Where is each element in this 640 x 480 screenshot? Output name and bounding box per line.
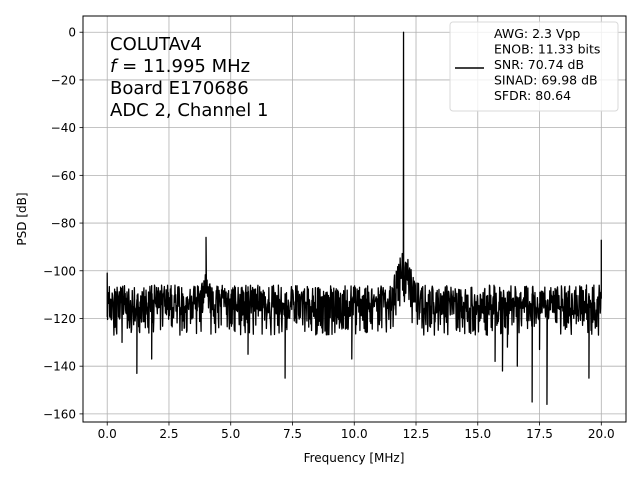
annotation-line: ADC 2, Channel 1 [110, 100, 268, 121]
legend-entry-line: SFDR: 80.64 [494, 88, 571, 103]
x-tick-label: 12.5 [403, 427, 430, 441]
y-tick-label: −120 [43, 312, 76, 326]
x-tick-label: 5.0 [221, 427, 240, 441]
y-tick-label: 0 [68, 26, 76, 40]
legend-entry-line: AWG: 2.3 Vpp [494, 26, 580, 41]
annotation-line: COLUTAv4 [110, 34, 202, 55]
x-tick-label: 2.5 [159, 427, 178, 441]
y-tick-label: −40 [51, 121, 76, 135]
y-tick-label: −100 [43, 264, 76, 278]
x-tick-label: 10.0 [341, 427, 368, 441]
y-tick-label: −140 [43, 360, 76, 374]
y-tick-label: −80 [51, 217, 76, 231]
x-tick-label: 0.0 [98, 427, 117, 441]
legend-entry-line: SNR: 70.74 dB [494, 57, 584, 72]
x-axis-label: Frequency [MHz] [304, 451, 405, 465]
x-tick-label: 20.0 [588, 427, 615, 441]
y-tick-label: −60 [51, 169, 76, 183]
y-axis-label: PSD [dB] [15, 192, 29, 245]
y-tick-label: −20 [51, 73, 76, 87]
legend-entry-line: SINAD: 69.98 dB [494, 73, 598, 88]
legend-entry-line: ENOB: 11.33 bits [494, 42, 600, 57]
x-tick-label: 7.5 [283, 427, 302, 441]
annotation-line: Board E170686 [110, 78, 249, 99]
y-tick-label: −160 [43, 407, 76, 421]
annotation-line: f = 11.995 MHz [110, 56, 250, 77]
x-tick-label: 15.0 [464, 427, 491, 441]
x-tick-label: 17.5 [526, 427, 553, 441]
